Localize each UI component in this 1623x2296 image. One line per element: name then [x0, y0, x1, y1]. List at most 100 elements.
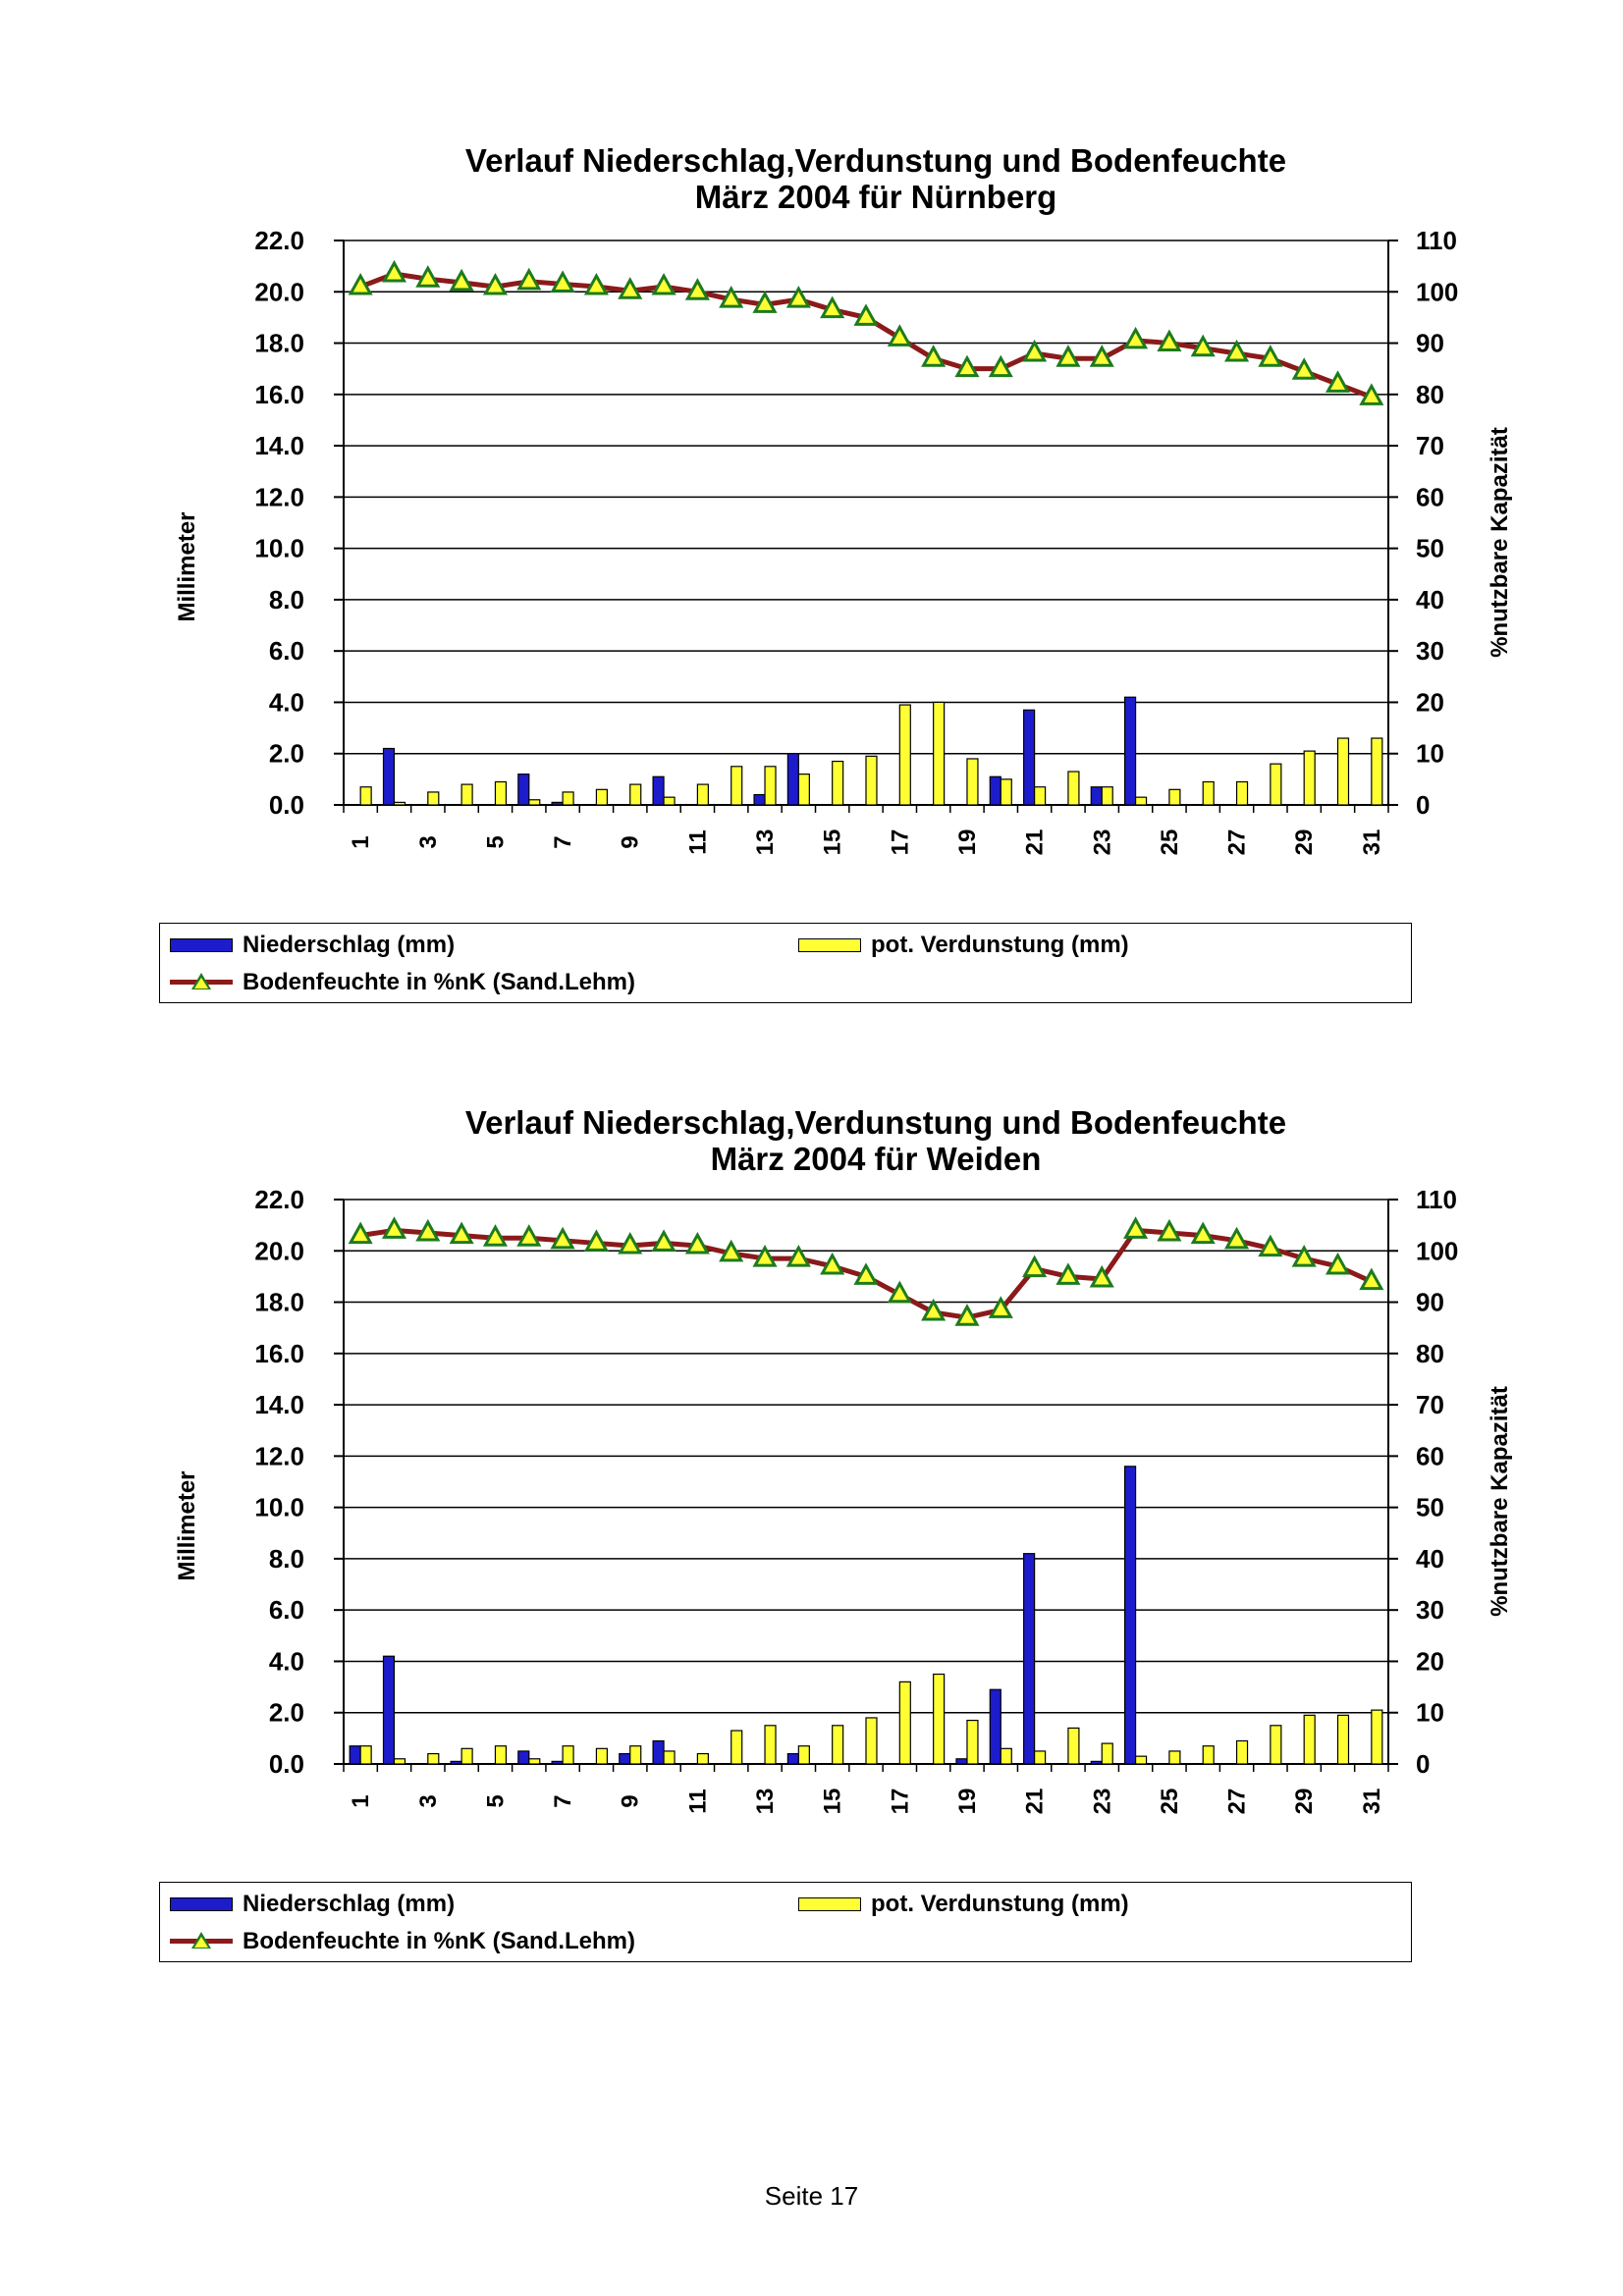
precip-bar — [619, 1752, 631, 1765]
x-tick-label: 27 — [1224, 829, 1251, 856]
soil-moisture-point — [988, 1296, 1013, 1318]
legend-soil-label: Bodenfeuchte in %nK (Sand.Lehm) — [243, 1928, 636, 1954]
soil-moisture-point — [618, 1231, 643, 1255]
y-tick-label: 6.0 — [269, 636, 304, 666]
y-tick-label: 12.0 — [254, 482, 304, 511]
soil-moisture-point — [820, 1252, 845, 1275]
evap-bar — [528, 799, 541, 806]
evap-bar — [629, 783, 642, 806]
chart-subtitle: März 2004 für Weiden — [711, 1141, 1042, 1177]
y2-tick-label: 110 — [1416, 226, 1457, 255]
y-tick-label: 8.0 — [269, 1544, 304, 1574]
x-tick-label: 27 — [1224, 1789, 1251, 1815]
y-tick-label: 20.0 — [254, 1236, 304, 1265]
soil-moisture-point — [415, 265, 441, 288]
legend-soil-label: Bodenfeuchte in %nK (Sand.Lehm) — [243, 969, 636, 995]
evap-bar — [562, 1745, 574, 1765]
soil-line-marker-icon — [170, 972, 233, 993]
precip-swatch — [170, 938, 233, 952]
x-tick-label: 21 — [1022, 829, 1049, 856]
y-tick-label: 18.0 — [254, 329, 304, 358]
y-tick-label: 20.0 — [254, 277, 304, 306]
y-tick-label: 22.0 — [254, 226, 304, 255]
y-tick-label: 0.0 — [269, 790, 304, 820]
soil-moisture-point — [1258, 1234, 1283, 1257]
y-tick-label: 4.0 — [269, 1646, 304, 1676]
soil-moisture-point — [921, 345, 947, 367]
y-tick-label: 12.0 — [254, 1441, 304, 1470]
chart-nuernberg: Verlauf Niederschlag,Verdunstung und Bod… — [0, 0, 1623, 1003]
evap-bar — [898, 704, 911, 806]
precip-bar — [517, 774, 530, 806]
x-tick-label: 3 — [415, 1794, 442, 1807]
soil-moisture-point — [516, 267, 542, 291]
evap-bar — [460, 783, 473, 806]
soil-moisture-point — [853, 1262, 879, 1285]
evap-bar — [1371, 737, 1383, 806]
evap-bar — [1067, 1727, 1080, 1765]
legend-evap-label: pot. Verdunstung (mm) — [871, 1891, 1129, 1917]
precip-bar — [955, 1758, 968, 1765]
y-axis-label: Millimeter — [174, 1470, 200, 1580]
soil-moisture-point — [887, 1280, 912, 1304]
evap-bar — [797, 774, 810, 806]
y-tick-label: 22.0 — [254, 1185, 304, 1214]
soil-moisture-point — [684, 278, 710, 300]
evap-bar — [494, 780, 508, 806]
chart-subtitle: März 2004 für Nürnberg — [695, 179, 1057, 215]
y2-tick-label: 60 — [1416, 1441, 1444, 1470]
y-tick-label: 6.0 — [269, 1595, 304, 1625]
page-footer: Seite 17 — [764, 2181, 859, 2211]
y-tick-label: 2.0 — [269, 1698, 304, 1728]
x-tick-label: 1 — [348, 835, 374, 848]
evap-bar — [1270, 1725, 1282, 1765]
evap-bar — [1168, 1750, 1181, 1765]
x-tick-label: 11 — [684, 1789, 711, 1813]
evap-bar — [966, 1719, 979, 1765]
soil-moisture-point — [348, 1221, 373, 1245]
x-tick-label: 13 — [752, 829, 779, 856]
evap-swatch — [798, 938, 861, 952]
soil-moisture-point — [1022, 1255, 1048, 1278]
precip-bar — [1023, 709, 1036, 806]
evap-bar — [1303, 750, 1316, 806]
y-tick-label: 18.0 — [254, 1288, 304, 1317]
soil-moisture-point — [1223, 339, 1250, 362]
soil-moisture-point — [550, 1226, 575, 1250]
y-tick-label: 0.0 — [269, 1749, 304, 1779]
y-tick-label: 14.0 — [254, 1390, 304, 1419]
soil-moisture-point — [516, 1224, 542, 1247]
evap-swatch — [798, 1897, 861, 1911]
soil-moisture-point — [1089, 1264, 1114, 1288]
soil-moisture-point — [954, 1304, 980, 1326]
x-tick-label: 15 — [820, 829, 846, 856]
x-tick-label: 19 — [954, 829, 981, 856]
y2-tick-label: 90 — [1416, 329, 1444, 358]
soil-moisture-point — [1089, 345, 1114, 367]
evap-bar — [393, 1758, 406, 1765]
y2-tick-label: 10 — [1416, 1698, 1444, 1728]
soil-moisture-point — [1190, 1221, 1216, 1245]
legend-item-precip: Niederschlag (mm) — [170, 932, 455, 959]
precip-bar — [1123, 1466, 1137, 1765]
soil-moisture-point — [1055, 1262, 1081, 1285]
soil-moisture-point — [684, 1231, 710, 1255]
evap-bar — [1202, 780, 1215, 806]
legend-evap-label: pot. Verdunstung (mm) — [871, 932, 1129, 958]
x-tick-label: 1 — [348, 1794, 374, 1807]
precip-bar — [1090, 1760, 1103, 1765]
soil-moisture-point — [415, 1218, 441, 1242]
soil-moisture-point — [381, 259, 407, 283]
evap-bar — [832, 760, 844, 806]
x-tick-label: 13 — [752, 1789, 779, 1815]
soil-moisture-point — [853, 303, 879, 326]
evap-bar — [1235, 1739, 1249, 1765]
soil-moisture-point — [752, 291, 778, 313]
soil-moisture-point — [1325, 370, 1351, 393]
precip-bar — [382, 1655, 396, 1765]
evap-bar — [427, 1752, 440, 1765]
y2-tick-label: 100 — [1416, 277, 1458, 306]
evap-bar — [1303, 1714, 1316, 1765]
y-tick-label: 2.0 — [269, 739, 304, 769]
y2-tick-label: 20 — [1416, 1646, 1444, 1676]
